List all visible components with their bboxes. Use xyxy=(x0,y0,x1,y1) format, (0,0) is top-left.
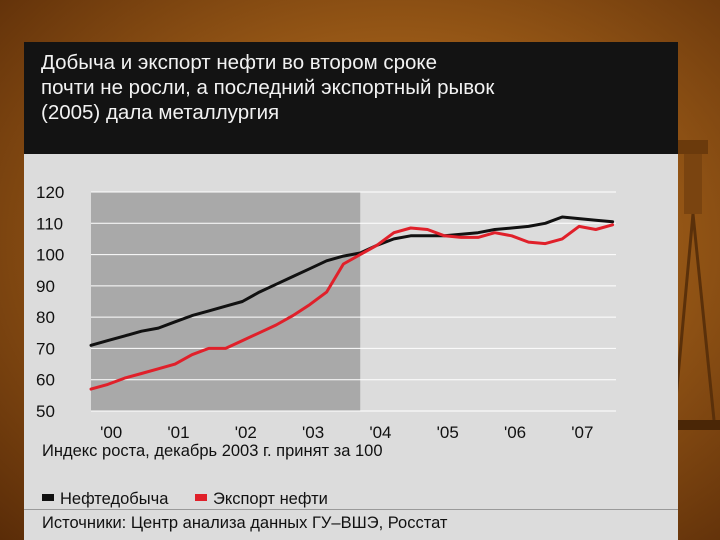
series-line-oil-production xyxy=(89,215,615,347)
title-line: Добыча и экспорт нефти во втором сроке xyxy=(41,51,438,74)
chart-panel: Добыча и экспорт нефти во втором сроке п… xyxy=(24,42,678,540)
x-tick-label: '00 xyxy=(100,423,122,442)
x-tick-label: '06 xyxy=(504,423,526,442)
legend-label: Нефтедобыча xyxy=(60,490,169,508)
source-note: Источники: Центр анализа данных ГУ–ВШЭ, … xyxy=(42,514,448,532)
chart-title: Добыча и экспорт нефти во втором сроке п… xyxy=(41,50,671,125)
legend-item-oil-export: Экспорт нефти xyxy=(194,490,328,509)
divider xyxy=(24,509,678,510)
x-tick-label: '07 xyxy=(571,423,593,442)
y-tick-label: 120 xyxy=(36,183,64,202)
shaded-period xyxy=(91,192,361,411)
y-tick-label: 70 xyxy=(36,339,55,358)
background-pillar-decoration xyxy=(674,140,720,430)
y-tick-label: 80 xyxy=(36,308,55,327)
y-tick-label: 60 xyxy=(36,371,55,390)
y-tick-label: 110 xyxy=(36,214,63,233)
legend: Нефтедобыча Экспорт нефти xyxy=(42,490,350,509)
x-tick-label: '02 xyxy=(235,423,257,442)
chart-caption: Индекс роста, декабрь 2003 г. принят за … xyxy=(42,442,383,460)
line-chart: 50 60 70 80 90 100 110 120 '00 '01 '02 '03 '04 '05 '0… xyxy=(36,183,616,442)
legend-item-oil-production: Нефтедобыча xyxy=(42,490,168,509)
x-tick-label: '04 xyxy=(369,423,391,442)
legend-swatch xyxy=(194,494,207,502)
x-tick-label: '01 xyxy=(167,423,189,442)
x-tick-label: '05 xyxy=(437,423,459,442)
series-line-oil-export xyxy=(89,223,615,391)
x-tick-label: '03 xyxy=(302,423,324,442)
legend-swatch xyxy=(42,494,54,502)
title-line: почти не росли, а последний экспортный р… xyxy=(41,76,495,99)
y-tick-label: 90 xyxy=(36,277,55,296)
y-tick-label: 100 xyxy=(36,246,64,265)
legend-label: Экспорт нефти xyxy=(212,490,328,508)
title-line: (2005) дала металлургия xyxy=(41,101,280,124)
y-tick-label: 50 xyxy=(36,402,55,421)
title-box: Добыча и экспорт нефти во втором сроке п… xyxy=(24,42,678,154)
